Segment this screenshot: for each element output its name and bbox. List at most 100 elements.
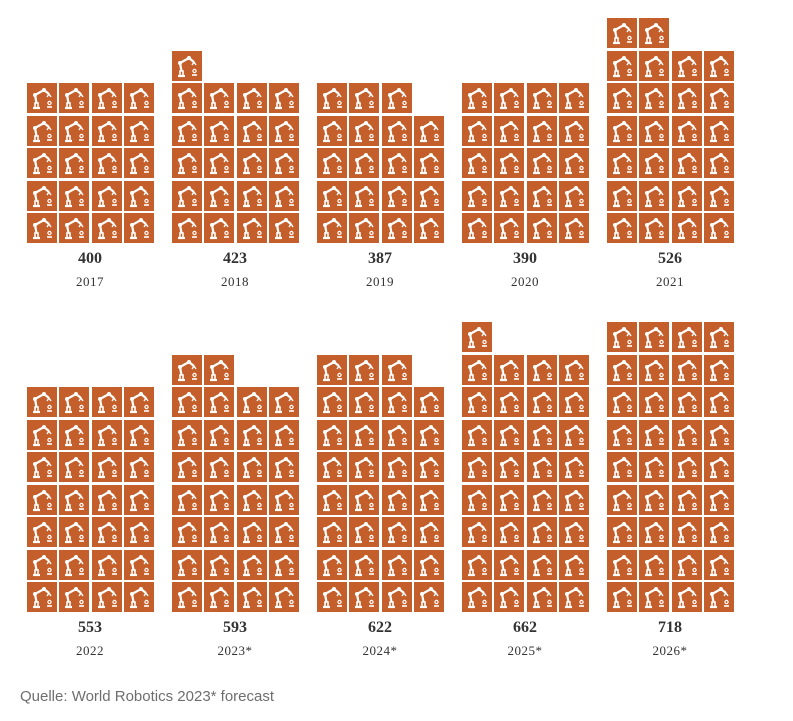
robot-icon-tile xyxy=(559,517,589,547)
value-label: 400 xyxy=(78,250,102,267)
robot-icon-tile xyxy=(204,550,234,580)
robot-icon-tile xyxy=(639,181,669,211)
robot-arm-icon xyxy=(210,153,229,175)
robot-arm-icon xyxy=(420,425,439,447)
robot-arm-icon xyxy=(210,587,229,609)
robot-icon-tile xyxy=(382,83,412,113)
robot-icon-tile xyxy=(462,213,492,243)
robot-arm-icon xyxy=(98,88,117,110)
robot-arm-icon xyxy=(645,327,664,349)
robot-icon-tile xyxy=(382,452,412,482)
robot-arm-icon xyxy=(323,555,342,577)
robot-arm-icon xyxy=(678,555,697,577)
robot-icon-tile xyxy=(494,517,524,547)
robot-icon-tile xyxy=(59,213,89,243)
robot-arm-icon xyxy=(678,587,697,609)
robot-arm-icon xyxy=(130,218,149,240)
robot-arm-icon xyxy=(130,555,149,577)
robot-icon-tile xyxy=(462,148,492,178)
robot-icon-tile xyxy=(559,181,589,211)
robot-arm-icon xyxy=(33,218,52,240)
robot-arm-icon xyxy=(178,186,197,208)
robot-icon-tile xyxy=(414,116,444,146)
robot-icon-tile xyxy=(204,116,234,146)
robot-icon-tile xyxy=(382,116,412,146)
robot-icon-tile xyxy=(494,355,524,385)
robot-icon-tile xyxy=(59,387,89,417)
robot-arm-icon xyxy=(678,360,697,382)
robot-icon-tile xyxy=(414,387,444,417)
robot-arm-icon xyxy=(710,555,729,577)
robot-arm-icon xyxy=(130,88,149,110)
robot-icon-tile xyxy=(237,116,267,146)
robot-arm-icon xyxy=(243,88,262,110)
robot-icon-tile xyxy=(27,582,57,612)
robot-icon-tile xyxy=(672,181,702,211)
robot-arm-icon xyxy=(645,186,664,208)
robot-icon-tile xyxy=(172,485,202,515)
robot-icon-tile xyxy=(204,582,234,612)
robot-arm-icon xyxy=(178,218,197,240)
robot-icon-tile xyxy=(27,387,57,417)
robot-arm-icon xyxy=(355,218,374,240)
robot-arm-icon xyxy=(323,360,342,382)
robot-icon-tile xyxy=(639,18,669,48)
robot-icon-tile xyxy=(607,387,637,417)
robot-arm-icon xyxy=(178,121,197,143)
robot-icon-tile xyxy=(559,387,589,417)
robot-icon-tile xyxy=(317,148,347,178)
robot-icon-tile xyxy=(639,582,669,612)
robot-arm-icon xyxy=(388,587,407,609)
robot-icon-tile xyxy=(124,452,154,482)
robot-arm-icon xyxy=(98,490,117,512)
robot-arm-icon xyxy=(355,392,374,414)
robot-arm-icon xyxy=(500,490,519,512)
robot-icon-tile xyxy=(317,485,347,515)
robot-arm-icon xyxy=(710,587,729,609)
robot-arm-icon xyxy=(533,457,552,479)
robot-arm-icon xyxy=(243,555,262,577)
robot-icon-tile xyxy=(124,550,154,580)
robot-arm-icon xyxy=(275,121,294,143)
robot-arm-icon xyxy=(65,88,84,110)
robot-arm-icon xyxy=(468,153,487,175)
robot-arm-icon xyxy=(645,555,664,577)
robot-arm-icon xyxy=(178,88,197,110)
robot-arm-icon xyxy=(130,522,149,544)
robot-arm-icon xyxy=(243,153,262,175)
robot-icon-tile xyxy=(527,116,557,146)
robot-arm-icon xyxy=(210,457,229,479)
robot-icon-tile xyxy=(672,550,702,580)
robot-arm-icon xyxy=(645,457,664,479)
robot-arm-icon xyxy=(500,218,519,240)
year-label: 2017 xyxy=(76,274,104,289)
robot-icon-tile xyxy=(172,213,202,243)
value-label: 622 xyxy=(368,619,392,636)
robot-icon-tile xyxy=(607,550,637,580)
robot-arm-icon xyxy=(613,186,632,208)
robot-icon-tile xyxy=(494,387,524,417)
robot-arm-icon xyxy=(65,186,84,208)
robot-icon-tile xyxy=(124,582,154,612)
robot-arm-icon xyxy=(468,327,487,349)
robot-arm-icon xyxy=(645,425,664,447)
robot-icon-tile xyxy=(639,51,669,81)
robot-arm-icon xyxy=(323,88,342,110)
robot-arm-icon xyxy=(678,425,697,447)
robot-arm-icon xyxy=(98,425,117,447)
value-label: 553 xyxy=(78,619,102,636)
value-label: 390 xyxy=(513,250,537,267)
robot-icon-tile xyxy=(462,485,492,515)
robot-icon-tile xyxy=(204,181,234,211)
robot-icon-tile xyxy=(672,51,702,81)
robot-arm-icon xyxy=(98,587,117,609)
robot-arm-icon xyxy=(678,327,697,349)
robot-icon-tile xyxy=(204,148,234,178)
robot-icon-tile xyxy=(349,181,379,211)
robot-arm-icon xyxy=(130,121,149,143)
robot-arm-icon xyxy=(210,186,229,208)
robot-icon-tile xyxy=(704,550,734,580)
robot-arm-icon xyxy=(533,587,552,609)
robot-icon-tile xyxy=(704,51,734,81)
robot-icon-tile xyxy=(607,485,637,515)
